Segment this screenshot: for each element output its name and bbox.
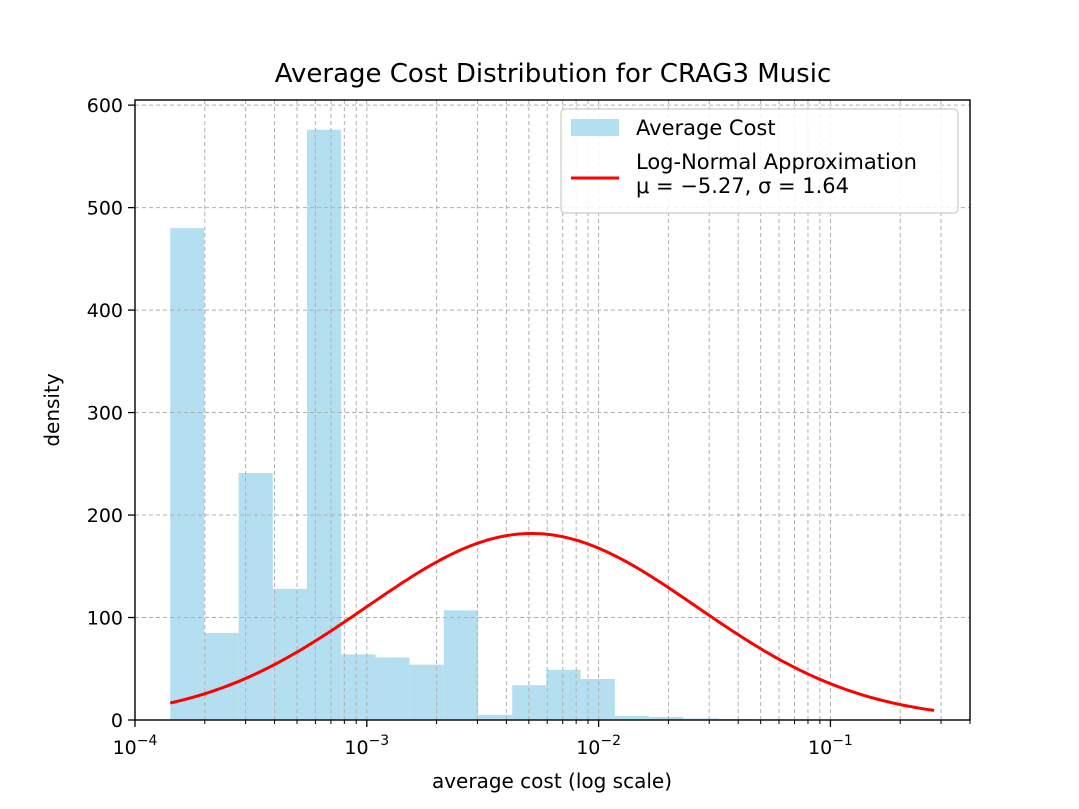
histogram-bar bbox=[238, 473, 273, 720]
histogram-bar bbox=[204, 632, 239, 720]
legend-label-lognormal-params: μ = −5.27, σ = 1.64 bbox=[636, 174, 849, 198]
histogram-bar bbox=[409, 664, 444, 720]
plot-frame bbox=[134, 99, 971, 721]
x-axis-label: average cost (log scale) bbox=[432, 769, 672, 793]
histogram-bar bbox=[272, 588, 307, 720]
curve-layer bbox=[169, 531, 935, 712]
legend: Average Cost Log-Normal Approximation μ … bbox=[560, 108, 959, 214]
y-tick-label: 400 bbox=[87, 300, 123, 322]
histogram-bar bbox=[306, 129, 342, 721]
y-tick-label: 500 bbox=[87, 198, 123, 220]
histogram-bar bbox=[375, 657, 410, 720]
chart-title: Average Cost Distribution for CRAG3 Musi… bbox=[275, 59, 832, 89]
x-tick-label: 10−3 bbox=[344, 733, 389, 759]
histogram-bar bbox=[443, 610, 479, 720]
x-tick-label: 10−1 bbox=[808, 733, 853, 759]
x-tick-label-exponent: −3 bbox=[369, 733, 390, 749]
x-tick-label: 10−4 bbox=[113, 733, 158, 759]
histogram-bar bbox=[614, 715, 650, 720]
x-tick-label-exponent: −2 bbox=[600, 733, 621, 749]
x-tick-label-base: 10 bbox=[576, 737, 600, 759]
y-tick-label: 200 bbox=[87, 505, 123, 527]
x-tick-label: 10−2 bbox=[576, 733, 621, 759]
x-tick-label-base: 10 bbox=[113, 737, 137, 759]
y-tick-label: 100 bbox=[87, 608, 123, 630]
histogram-bar bbox=[649, 716, 684, 720]
legend-label-lognormal: Log-Normal Approximation bbox=[636, 150, 917, 174]
x-tick-label-exponent: −4 bbox=[137, 733, 158, 749]
histogram-bar bbox=[580, 679, 615, 720]
x-tick-label-exponent: −1 bbox=[832, 733, 853, 749]
histogram-bar bbox=[341, 654, 376, 720]
histogram-bar bbox=[683, 718, 718, 720]
legend-label-average-cost: Average Cost bbox=[636, 116, 776, 140]
y-axis-label: density bbox=[40, 373, 64, 446]
y-tick-label: 300 bbox=[87, 403, 123, 425]
lognormal-curve bbox=[169, 531, 935, 712]
x-tick-label-base: 10 bbox=[808, 737, 832, 759]
x-tick-label-base: 10 bbox=[344, 737, 368, 759]
histogram-bar bbox=[478, 714, 513, 720]
histogram-bar bbox=[546, 669, 581, 720]
y-tick-label: 0 bbox=[111, 710, 123, 732]
y-tick-label: 600 bbox=[87, 95, 123, 117]
histogram-bar bbox=[170, 228, 205, 720]
legend-box bbox=[560, 108, 959, 214]
legend-swatch-average-cost bbox=[571, 119, 619, 136]
